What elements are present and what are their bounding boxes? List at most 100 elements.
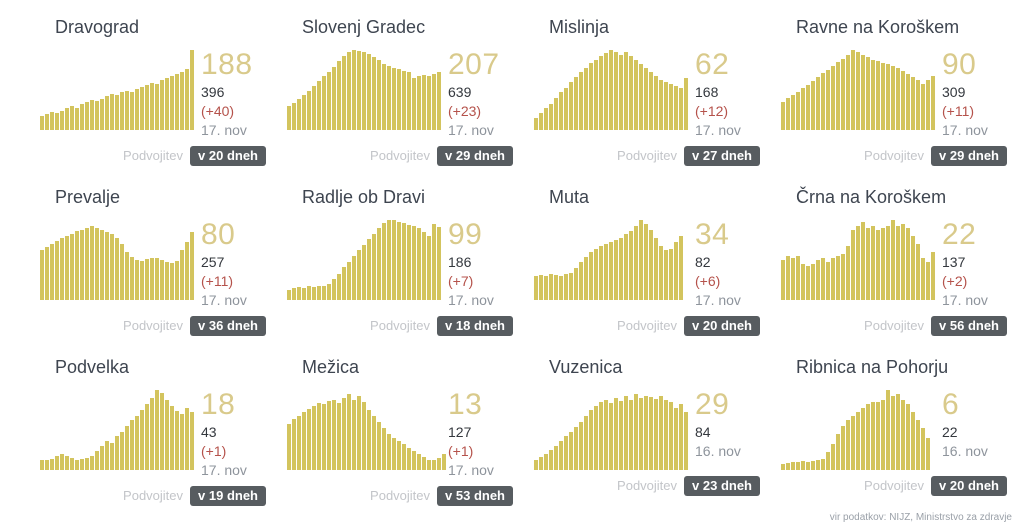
chart-bar (427, 236, 431, 300)
chart-bar (402, 223, 406, 300)
chart-bar (342, 398, 346, 470)
chart-bar (579, 72, 583, 130)
new-cases-delta: (+1) (448, 443, 474, 459)
chart-bar (367, 239, 371, 300)
chart-bar (432, 74, 436, 130)
chart-bar (584, 256, 588, 300)
chart-bar (150, 398, 154, 470)
chart-bar (881, 62, 885, 130)
chart-bar (185, 242, 189, 300)
active-cases-number: 62 (695, 48, 730, 81)
chart-bar (85, 102, 89, 130)
chart-bar (664, 399, 668, 470)
municipality-title: Slovenj Gradec (302, 17, 426, 37)
chart-bar (135, 415, 139, 470)
chart-bar (342, 56, 346, 130)
chart-bar (649, 397, 653, 470)
chart-bar (619, 237, 623, 300)
doubling-time-badge: v 20 dneh (190, 146, 266, 166)
chart-bar (75, 107, 79, 130)
chart-bar (891, 396, 895, 470)
chart-bar (65, 108, 69, 130)
chart-bar (584, 415, 588, 470)
chart-bar (801, 264, 805, 300)
active-cases-bar-chart (287, 220, 441, 300)
chart-bar (896, 394, 900, 470)
doubling-time-badge: v 27 dneh (684, 146, 760, 166)
as-of-date: 16. nov (942, 443, 988, 459)
chart-bar (427, 459, 431, 470)
chart-bar (559, 92, 563, 130)
chart-bar (664, 250, 668, 300)
municipality-title: Dravograd (55, 17, 140, 37)
chart-bar (649, 72, 653, 130)
chart-bar (579, 422, 583, 470)
chart-bar (609, 50, 613, 130)
doubling-label: Podvojitev (617, 318, 678, 333)
chart-bar (811, 461, 815, 470)
municipality-title: Muta (549, 187, 590, 207)
chart-bar (110, 442, 114, 470)
chart-bar (629, 231, 633, 300)
chart-bar (402, 444, 406, 470)
chart-bar (886, 64, 890, 130)
chart-bar (926, 261, 930, 300)
chart-bar (921, 258, 925, 300)
chart-bar (679, 236, 683, 300)
chart-bar (861, 222, 865, 300)
chart-bar (140, 410, 144, 470)
chart-bar (649, 229, 653, 300)
chart-bar (412, 450, 416, 470)
chart-bar (896, 226, 900, 300)
chart-bar (100, 446, 104, 470)
chart-bar (50, 458, 54, 470)
doubling-label: Podvojitev (123, 488, 184, 503)
active-cases-bar-chart (40, 50, 194, 130)
chart-bar (624, 396, 628, 470)
chart-bar (362, 244, 366, 300)
chart-bar (554, 275, 558, 300)
total-cases-number: 43 (201, 424, 217, 440)
municipality-title: Podvelka (55, 357, 130, 377)
chart-bar (669, 84, 673, 130)
chart-bar (432, 224, 436, 300)
chart-bar (185, 407, 189, 470)
chart-bar (931, 76, 935, 130)
chart-bar (115, 436, 119, 470)
chart-bar (614, 398, 618, 470)
municipality-title: Ribnica na Pohorju (796, 357, 949, 377)
chart-bar (806, 85, 810, 130)
chart-bar (569, 272, 573, 300)
chart-bar (639, 220, 643, 300)
chart-bar (120, 244, 124, 300)
doubling-label: Podvojitev (370, 488, 431, 503)
card-dravograd: Dravograd 188 396 (+40) 17. nov Podvojit… (30, 8, 277, 178)
chart-bar (372, 415, 376, 470)
chart-bar (145, 259, 149, 300)
chart-bar (811, 264, 815, 300)
chart-bar (40, 250, 44, 300)
chart-bar (407, 224, 411, 300)
chart-bar (75, 231, 79, 300)
chart-bar (539, 275, 543, 300)
chart-bar (135, 89, 139, 130)
chart-bar (549, 103, 553, 130)
active-cases-bar-chart (40, 220, 194, 300)
chart-bar (302, 288, 306, 300)
chart-bar (180, 71, 184, 130)
chart-bar (796, 462, 800, 470)
chart-bar (891, 220, 895, 300)
chart-bar (634, 394, 638, 470)
chart-bar (190, 50, 194, 130)
chart-bar (614, 240, 618, 300)
chart-bar (60, 110, 64, 130)
chart-bar (589, 62, 593, 130)
municipality-title: Mežica (302, 357, 360, 377)
chart-bar (342, 267, 346, 300)
chart-bar (357, 250, 361, 300)
active-cases-bar-chart (287, 390, 446, 470)
chart-bar (150, 82, 154, 130)
active-cases-number: 90 (942, 48, 977, 81)
chart-bar (367, 410, 371, 470)
